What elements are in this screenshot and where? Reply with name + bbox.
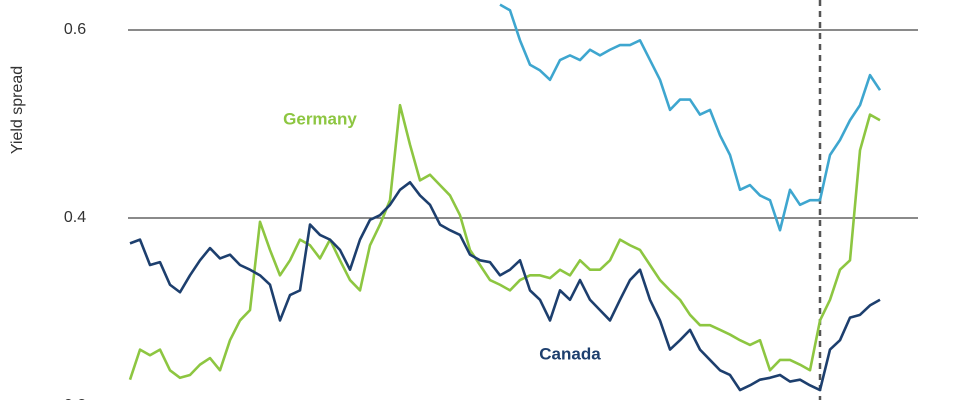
series-label: Canada xyxy=(539,344,601,363)
y-tick-label: 0.6 xyxy=(64,21,86,38)
y-tick-label: 0.4 xyxy=(64,209,86,226)
y-tick-label: 0.2 xyxy=(64,397,86,400)
y-axis-label: Yield spread xyxy=(9,66,26,154)
series-line xyxy=(499,3,882,232)
series-label: Germany xyxy=(283,109,357,128)
series-line xyxy=(128,103,881,381)
series-line xyxy=(129,180,881,392)
